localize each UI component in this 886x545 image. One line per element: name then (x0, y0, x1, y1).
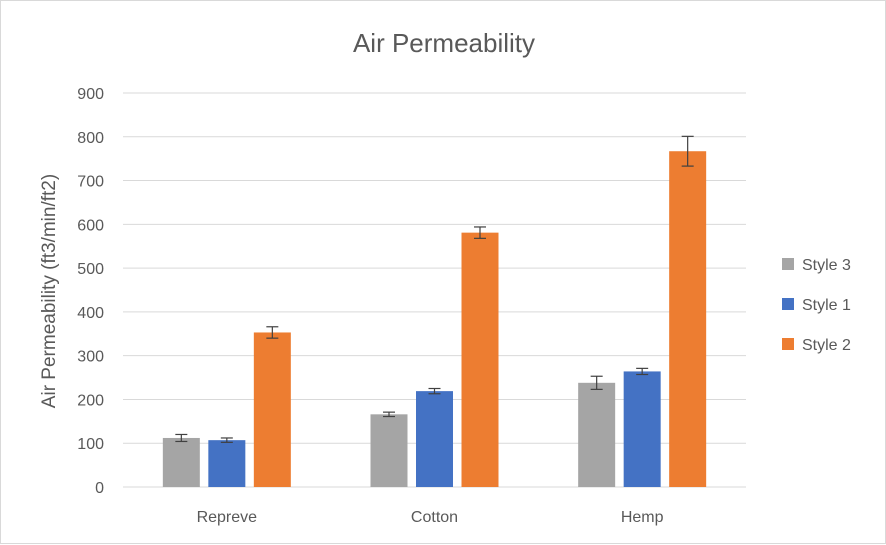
y-tick-label: 200 (77, 392, 104, 409)
bar (416, 391, 453, 487)
x-category-label: Hemp (621, 509, 664, 526)
y-tick-label: 100 (77, 436, 104, 453)
legend: Style 3 Style 1 Style 2 (782, 257, 851, 354)
legend-label: Style 3 (802, 257, 851, 274)
bar (623, 371, 661, 487)
y-tick-label: 800 (77, 130, 104, 147)
x-category-label: Repreve (197, 509, 258, 526)
bar (253, 332, 291, 487)
chart-title: Air Permeability (353, 28, 535, 58)
x-axis-categories: Repreve Cotton Hemp (197, 509, 664, 526)
y-axis-ticks: 0 100 200 300 400 500 600 700 800 900 (77, 86, 104, 497)
legend-label: Style 1 (802, 297, 851, 314)
bar (669, 151, 707, 488)
legend-swatch (782, 258, 794, 270)
legend-swatch (782, 338, 794, 350)
legend-swatch (782, 298, 794, 310)
bars (162, 135, 707, 488)
y-tick-label: 400 (77, 305, 104, 322)
y-tick-label: 0 (95, 480, 104, 497)
y-tick-label: 300 (77, 349, 104, 366)
y-tick-label: 700 (77, 174, 104, 191)
bar (578, 382, 616, 487)
x-category-label: Cotton (411, 509, 458, 526)
y-tick-label: 900 (77, 86, 104, 103)
bar (162, 437, 200, 487)
y-axis-label: Air Permeability (ft3/min/ft2) (39, 174, 60, 408)
bar (461, 232, 499, 487)
legend-label: Style 2 (802, 337, 851, 354)
y-tick-label: 600 (77, 217, 104, 234)
bar (370, 414, 408, 487)
y-tick-label: 500 (77, 261, 104, 278)
bar (208, 440, 246, 487)
